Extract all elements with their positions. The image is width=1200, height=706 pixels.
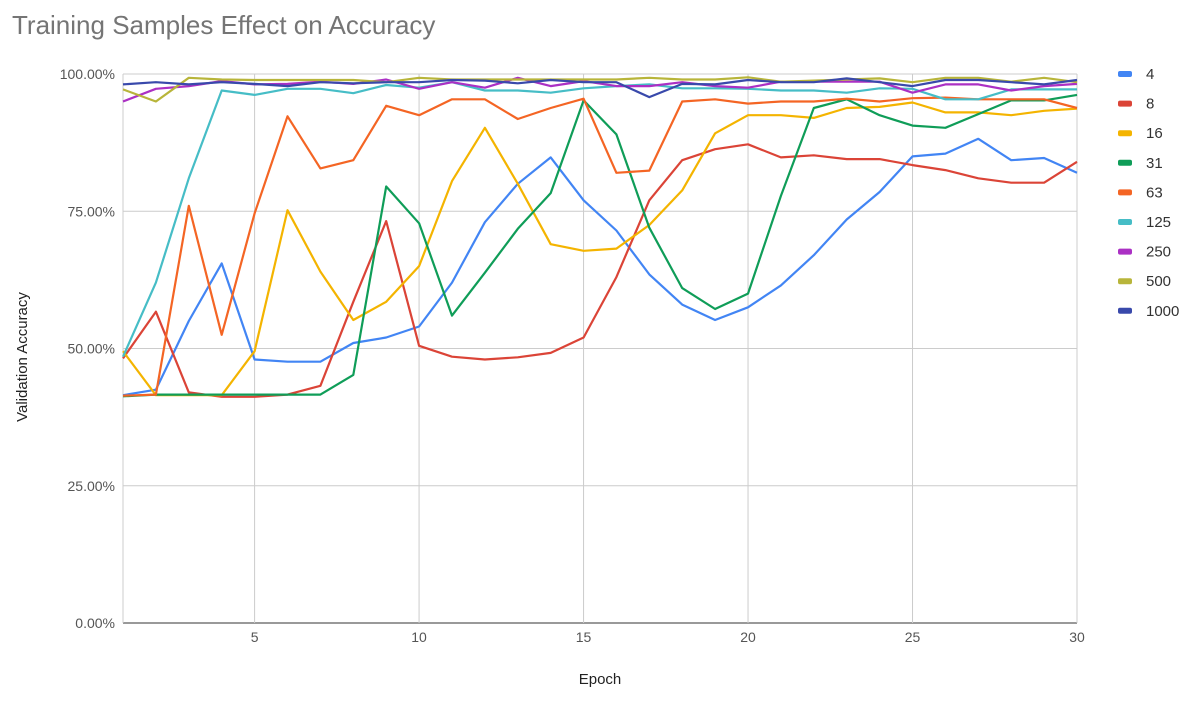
y-tick-label: 75.00% (68, 203, 115, 219)
x-tick-label: 20 (740, 629, 756, 645)
series-line-16 (122, 101, 1078, 397)
x-tick-label: 25 (905, 629, 921, 645)
legend-swatch-8 (1118, 100, 1132, 107)
x-tick-label: 30 (1069, 629, 1085, 645)
legend-label-63: 63 (1146, 184, 1163, 201)
x-tick-label: 10 (411, 629, 427, 645)
x-tick-label: 15 (576, 629, 592, 645)
series-line-4 (122, 137, 1078, 397)
legend-label-250: 250 (1146, 244, 1171, 261)
x-axis-title: Epoch (579, 671, 622, 688)
series-line-250 (122, 76, 1078, 103)
legend-label-31: 31 (1146, 155, 1163, 172)
legend: 4 8 16 31 63 125 250 500 1000 (1118, 66, 1179, 320)
chart-title: Training Samples Effect on Accuracy (12, 10, 436, 40)
y-axis-title: Validation Accuracy (14, 292, 31, 422)
x-tick-label: 5 (251, 629, 259, 645)
legend-label-125: 125 (1146, 214, 1171, 231)
series-line-31 (122, 93, 1078, 398)
y-tick-label: 0.00% (75, 615, 115, 631)
legend-label-16: 16 (1146, 125, 1163, 142)
legend-swatch-125 (1118, 219, 1132, 225)
legend-swatch-250 (1118, 248, 1132, 255)
legend-label-500: 500 (1146, 273, 1171, 290)
legend-swatch-63 (1118, 189, 1132, 196)
legend-swatch-1000 (1118, 307, 1132, 314)
series-line-63 (122, 96, 1078, 397)
y-tick-label: 25.00% (68, 478, 115, 494)
legend-swatch-31 (1118, 159, 1132, 166)
legend-label-8: 8 (1146, 96, 1154, 113)
legend-label-1000: 1000 (1146, 303, 1179, 320)
legend-swatch-4 (1118, 71, 1132, 77)
legend-swatch-16 (1118, 130, 1132, 137)
legend-swatch-500 (1118, 278, 1132, 285)
grid (122, 73, 1078, 624)
y-tick-label: 100.00% (60, 66, 115, 82)
series-line-125 (121, 81, 1077, 358)
y-tick-label: 50.00% (68, 341, 115, 357)
legend-label-4: 4 (1146, 66, 1154, 83)
series-line-500 (122, 76, 1078, 103)
series-line-1000 (122, 77, 1078, 99)
axes: 0.00% 25.00% 50.00% 75.00% 100.00% 5 10 15 20 25 3… (60, 66, 1085, 645)
series-lines (121, 76, 1078, 398)
